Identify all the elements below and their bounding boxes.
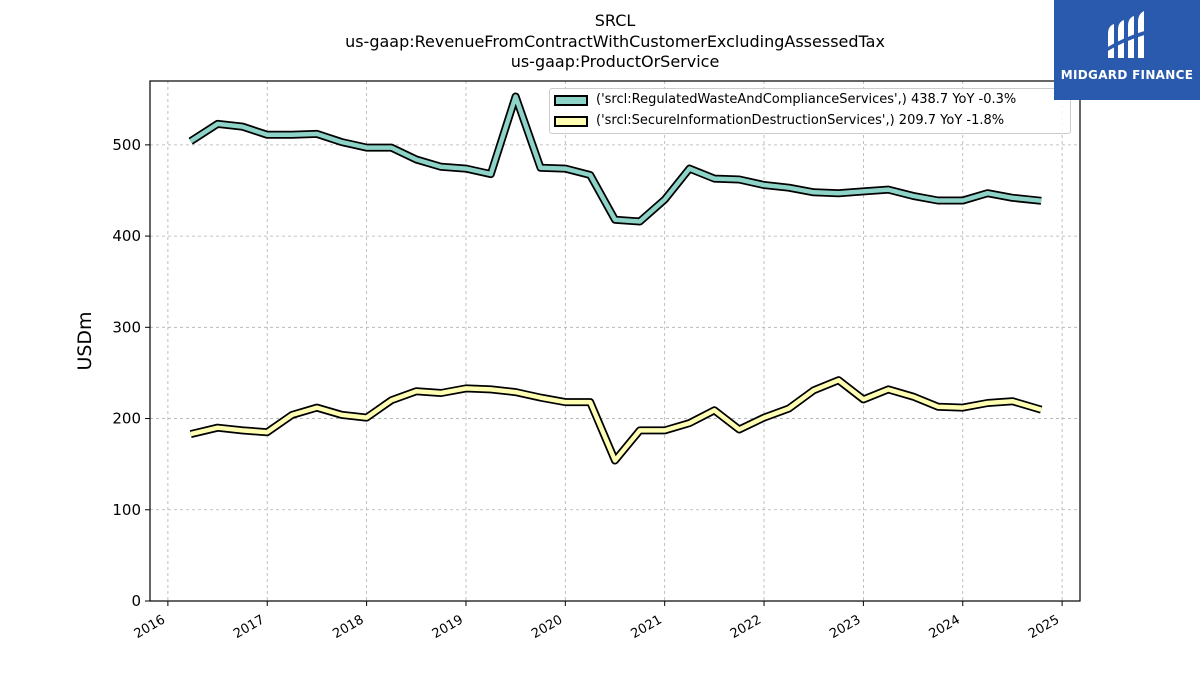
y-tick-label: 300 (112, 318, 141, 336)
y-tick-label: 100 (112, 501, 141, 519)
legend-swatch (554, 95, 588, 106)
midgard-logo-icon (1106, 11, 1148, 58)
y-tick-label: 400 (112, 227, 141, 245)
x-tick-label: 2020 (529, 612, 565, 642)
legend-label: ('srcl:SecureInformationDestructionServi… (596, 113, 1005, 128)
y-tick-label: 0 (131, 592, 141, 610)
chart-title-line1: SRCL (594, 11, 636, 30)
y-axis: 0 100 200 300 400 500 (112, 136, 150, 610)
y-axis-label: USDm (74, 311, 96, 370)
x-tick-label: 2024 (927, 612, 963, 642)
chart-title-line3: us-gaap:ProductOrService (510, 52, 720, 71)
series-line-0 (189, 94, 1042, 224)
series-outline-1 (189, 376, 1043, 465)
series-layer (188, 92, 1043, 465)
y-tick-label: 200 (112, 410, 141, 428)
series-line-1 (190, 377, 1042, 463)
x-tick-label: 2022 (728, 612, 764, 642)
midgard-finance-logo: MIDGARD FINANCE (1054, 0, 1200, 100)
x-tick-label: 2019 (430, 612, 466, 642)
legend-label: ('srcl:RegulatedWasteAndComplianceServic… (596, 92, 1017, 107)
x-axis: 2016 2017 2018 2019 2020 2021 2022 2023 2024 2025 (132, 601, 1063, 642)
x-tick-label: 2021 (629, 612, 665, 642)
plot-frame (149, 80, 1081, 602)
legend: ('srcl:RegulatedWasteAndComplianceServic… (549, 88, 1071, 134)
x-tick-label: 2023 (827, 612, 863, 642)
x-tick-label: 2025 (1026, 612, 1062, 642)
grid-lines (150, 81, 1080, 602)
x-tick-label: 2017 (231, 612, 267, 642)
chart-title-line2: us-gaap:RevenueFromContractWithCustomerE… (345, 32, 885, 51)
y-tick-label: 500 (112, 136, 141, 154)
x-tick-label: 2016 (132, 612, 168, 642)
x-tick-label: 2018 (330, 612, 366, 642)
logo-text: MIDGARD FINANCE (1060, 68, 1194, 82)
legend-swatch (554, 116, 588, 127)
